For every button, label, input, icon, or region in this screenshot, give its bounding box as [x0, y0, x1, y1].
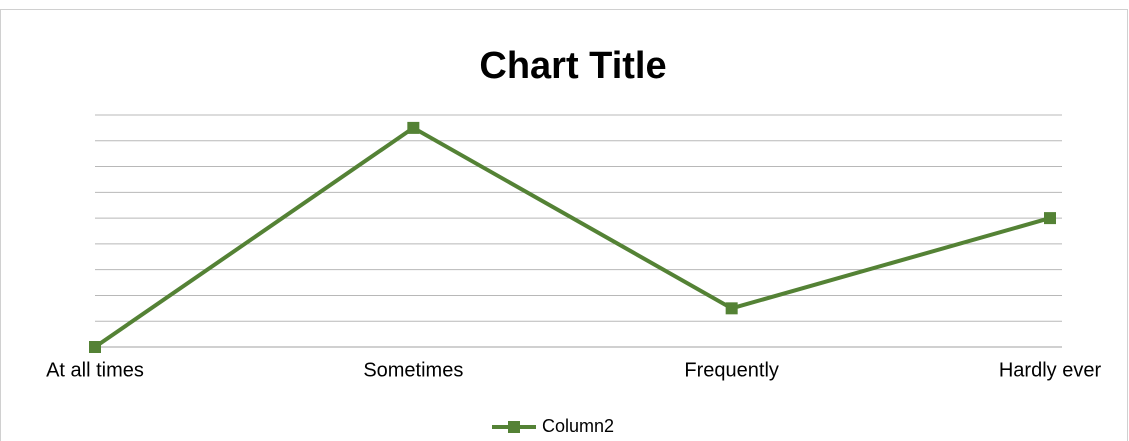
- x-tick-label: Frequently: [684, 359, 779, 381]
- marker: [725, 302, 738, 315]
- legend-label: Column2: [542, 416, 614, 436]
- marker: [407, 121, 420, 134]
- x-tick-label: At all times: [46, 359, 144, 381]
- marker: [89, 341, 101, 353]
- legend-marker: [508, 421, 520, 433]
- chart-title: Chart Title: [479, 45, 666, 87]
- x-tick-label: Hardly ever: [999, 359, 1102, 381]
- x-tick-label: Sometimes: [363, 359, 463, 381]
- line: [93, 125, 1051, 349]
- chart-border: [0, 9, 1128, 441]
- marker: [1044, 212, 1056, 225]
